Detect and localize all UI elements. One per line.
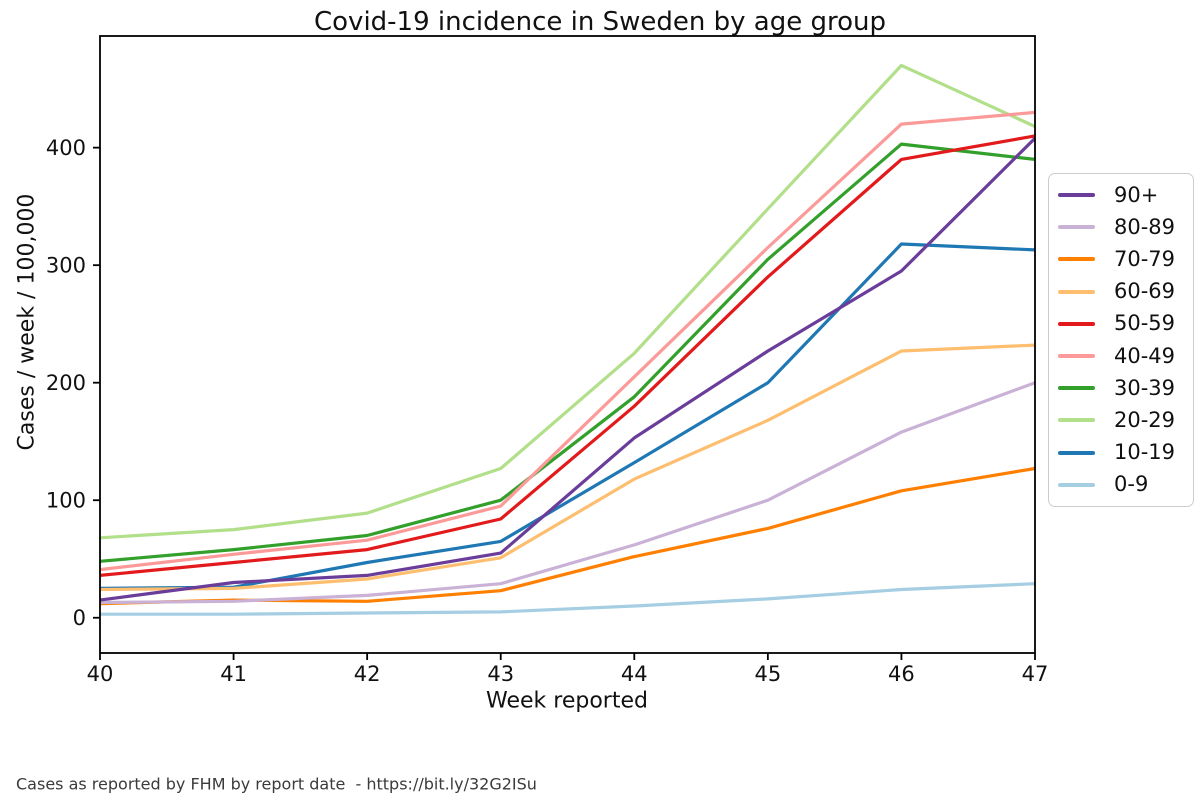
legend-label: 10-19 — [1114, 440, 1176, 465]
legend: 90+ 80-89 70-79 60-69 50-59 40-49 30-39 20-29 10… — [1048, 173, 1194, 507]
legend-swatch-10-19 — [1058, 450, 1095, 455]
legend-label: 60-69 — [1114, 279, 1176, 304]
x-axis-label: Week reported — [486, 688, 648, 714]
series-line-40-49 — [99, 110, 1036, 572]
y-axis-label: Cases / week / 100,000 — [14, 193, 40, 451]
legend-item-30-39: 30-39 — [1058, 373, 1193, 403]
x-tick-label: 43 — [487, 662, 514, 686]
legend-swatch-80-89 — [1058, 225, 1095, 230]
legend-swatch-50-59 — [1058, 321, 1095, 326]
legend-swatch-40-49 — [1058, 354, 1095, 359]
y-tick-label: 0 — [73, 606, 86, 630]
legend-swatch-90plus — [1058, 193, 1095, 198]
series-line-90plus — [99, 137, 1037, 602]
legend-swatch-30-39 — [1058, 386, 1095, 391]
legend-item-10-19: 10-19 — [1058, 438, 1193, 468]
x-tick-label: 44 — [621, 662, 648, 686]
series-line-30-39 — [99, 142, 1036, 563]
legend-label: 90+ — [1114, 182, 1159, 207]
x-tick-label: 47 — [1022, 662, 1049, 686]
legend-label: 70-79 — [1114, 246, 1176, 271]
legend-item-0-9: 0-9 — [1058, 470, 1193, 500]
y-tick-label: 400 — [46, 136, 86, 160]
plot-border — [99, 35, 1036, 654]
y-tick-label: 200 — [46, 371, 86, 395]
legend-item-60-69: 60-69 — [1058, 277, 1193, 307]
legend-item-70-79: 70-79 — [1058, 244, 1193, 274]
y-tick-label: 300 — [46, 254, 86, 278]
legend-label: 40-49 — [1114, 343, 1176, 368]
series-line-10-19 — [99, 242, 1036, 590]
source-note: Cases as reported by FHM by report date … — [16, 774, 537, 794]
x-tick-label: 42 — [354, 662, 381, 686]
legend-swatch-20-29 — [1058, 418, 1095, 423]
series-line-0-9 — [100, 582, 1036, 616]
legend-item-20-29: 20-29 — [1058, 405, 1193, 435]
legend-label: 30-39 — [1114, 375, 1176, 400]
legend-item-40-49: 40-49 — [1058, 341, 1193, 371]
series-line-20-29 — [99, 63, 1036, 540]
legend-item-80-89: 80-89 — [1058, 212, 1193, 242]
x-tick-label: 40 — [87, 662, 114, 686]
x-tick-label: 41 — [220, 662, 247, 686]
y-tick-label: 100 — [46, 489, 86, 513]
series-line-80-89 — [99, 381, 1036, 605]
legend-item-90plus: 90+ — [1058, 180, 1193, 210]
x-tick-label: 45 — [754, 662, 781, 686]
legend-swatch-60-69 — [1058, 289, 1095, 294]
chart-title: Covid-19 incidence in Sweden by age grou… — [314, 7, 886, 37]
legend-label: 80-89 — [1114, 214, 1176, 239]
series-line-60-69 — [99, 343, 1036, 592]
legend-label: 0-9 — [1114, 472, 1149, 497]
legend-label: 20-29 — [1114, 407, 1176, 432]
legend-label: 50-59 — [1114, 311, 1176, 336]
legend-swatch-70-79 — [1058, 257, 1095, 262]
legend-swatch-0-9 — [1058, 482, 1095, 487]
x-tick-label: 46 — [888, 662, 915, 686]
legend-item-50-59: 50-59 — [1058, 309, 1193, 339]
series-line-50-59 — [99, 134, 1036, 577]
